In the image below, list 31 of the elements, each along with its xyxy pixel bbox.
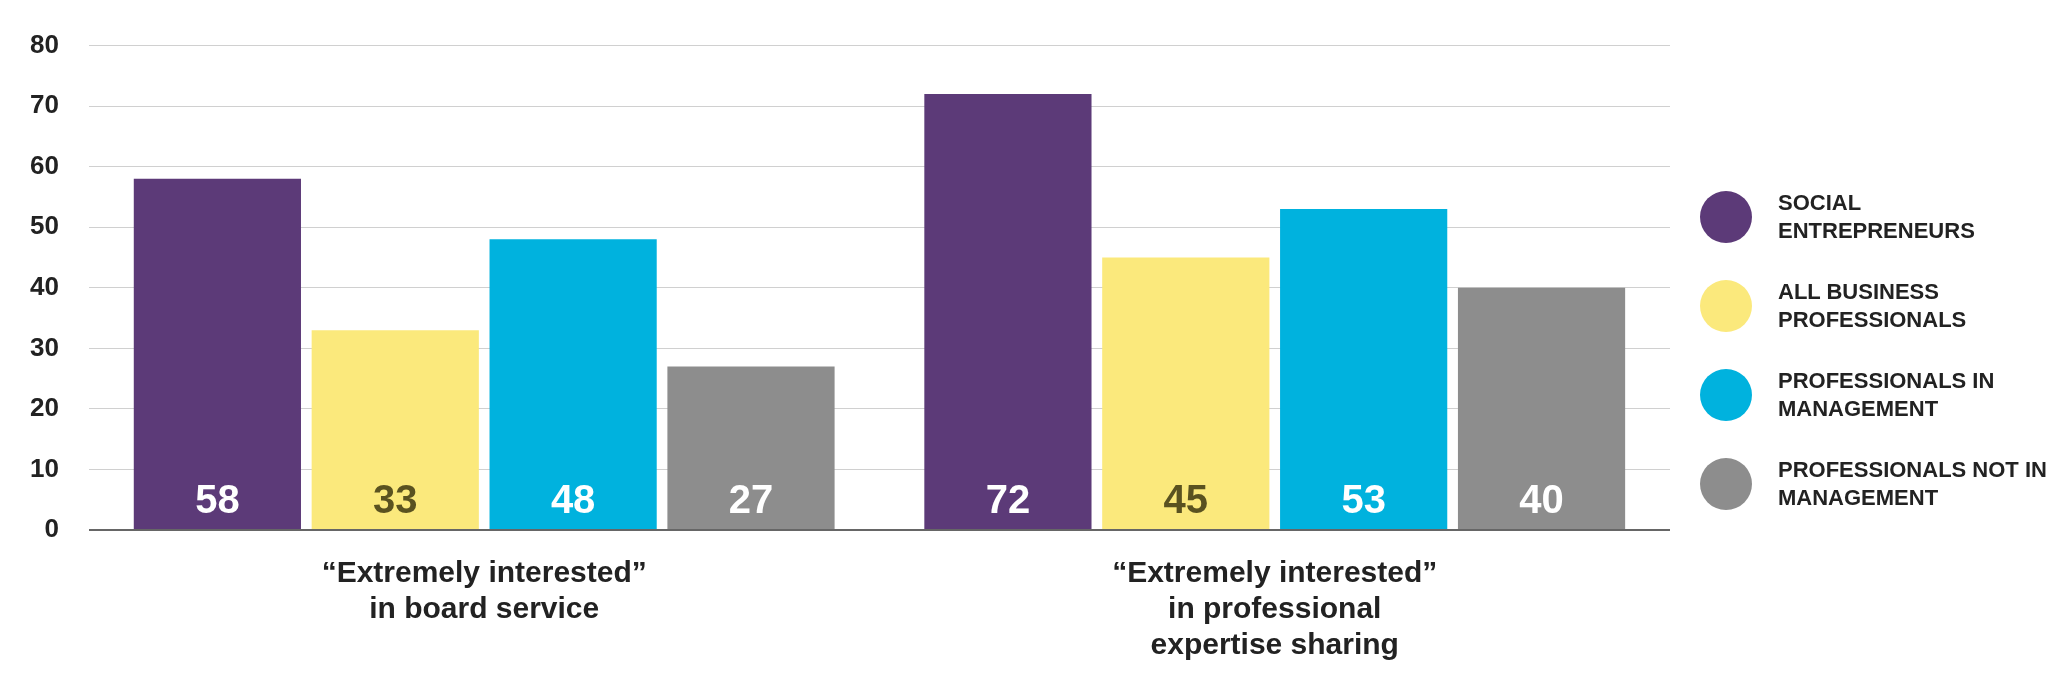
data-label: 27: [728, 477, 774, 522]
data-label: 58: [195, 477, 240, 522]
y-tick-label: 80: [30, 28, 59, 59]
y-tick-label: 40: [30, 270, 59, 301]
x-tick-label: “Extremely interested” in board service: [321, 555, 647, 625]
bar: [1280, 209, 1448, 529]
bar: [311, 330, 479, 529]
bar: [667, 366, 835, 529]
y-tick-label: 50: [30, 210, 59, 241]
y-tick-label: 30: [30, 331, 59, 362]
y-tick-label: 70: [30, 89, 59, 120]
data-label: 48: [550, 477, 596, 522]
legend-label: PROFESSIONALS IN MANAGEMENT: [1778, 367, 1996, 422]
y-tick-label: 60: [30, 149, 59, 180]
legend-label: ALL BUSINESS PROFESSIONALS: [1778, 278, 1968, 333]
x-tick-label: “Extremely interested” in professional expertise sharing: [1112, 555, 1438, 661]
data-label: 53: [1341, 477, 1386, 522]
y-tick-label: 10: [30, 452, 59, 483]
data-label: 45: [1163, 477, 1209, 522]
data-label: 40: [1519, 477, 1564, 522]
y-tick-label: 20: [30, 392, 59, 423]
data-label: 33: [373, 477, 418, 522]
y-tick-label: 0: [44, 513, 59, 544]
bar: [1102, 257, 1270, 529]
bar: [1457, 287, 1626, 529]
bar: [924, 94, 1092, 529]
bar: [133, 178, 301, 529]
legend-label: SOCIAL ENTREPRENEURS: [1778, 189, 1976, 244]
legend-label: PROFESSIONALS NOT IN MANAGEMENT: [1778, 456, 2048, 511]
data-label: 72: [985, 477, 1031, 522]
bar: [489, 239, 657, 529]
